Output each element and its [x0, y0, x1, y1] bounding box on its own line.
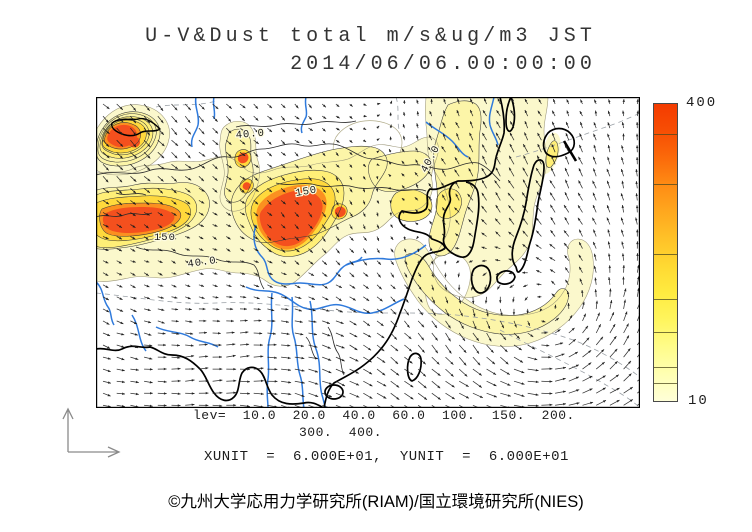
colorbar-level-divider	[654, 367, 677, 369]
contour-levels-line2: 300. 400.	[299, 425, 383, 440]
map-plot-area: 40.0 150 150 40.0 40.0	[96, 97, 640, 408]
contour-label: 150	[154, 232, 176, 244]
chart-timestamp: 2014/06/06.00:00:00	[290, 53, 596, 76]
colorbar	[653, 103, 678, 402]
colorbar-level-divider	[654, 383, 677, 385]
map-frame	[96, 97, 640, 408]
colorbar-level-divider	[654, 332, 677, 334]
rivers-layer	[96, 97, 499, 408]
vector-scale-axes	[62, 407, 121, 458]
colorbar-level-divider	[654, 133, 677, 135]
chart-title: U-V&Dust total m/s&ug/m3 JST	[145, 25, 596, 48]
wind-vector-layer	[102, 98, 640, 408]
contour-label: 40.0	[187, 255, 218, 271]
dust-shading-layer	[96, 97, 594, 347]
credit-text: ©九州大学応用力学研究所(RIAM)/国立環境研究所(NIES)	[168, 493, 584, 511]
vector-units-text: XUNIT = 6.000E+01, YUNIT = 6.000E+01	[204, 449, 569, 465]
borders-layer	[96, 120, 501, 376]
colorbar-level-divider	[654, 253, 677, 255]
coastlines-layer	[96, 97, 578, 408]
contour-lines-layer	[96, 97, 594, 347]
colorbar-min-label: 10	[688, 393, 709, 409]
colorbar-level-divider	[654, 298, 677, 300]
contour-label: 40.0	[235, 127, 265, 142]
colorbar-max-label: 400	[686, 95, 718, 111]
colorbar-level-divider	[654, 183, 677, 185]
contour-levels-line1: lev= 10.0 20.0 40.0 60.0 100. 150. 200.	[193, 408, 575, 423]
contour-label: 150	[295, 184, 319, 200]
